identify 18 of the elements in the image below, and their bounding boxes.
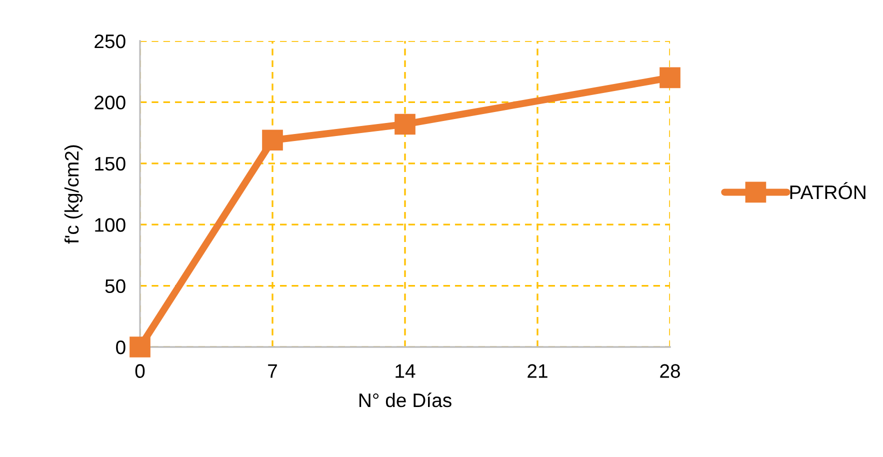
y-tick-label: 150 xyxy=(95,156,126,171)
y-axis-title: f'c (kg/cm2) xyxy=(64,145,83,244)
point xyxy=(394,114,416,135)
y-tick-label: 250 xyxy=(94,34,126,48)
x-tick-label: 0 xyxy=(135,364,145,378)
legend-label: PATRÓN xyxy=(790,182,866,200)
x-axis-title: N° de Días xyxy=(359,392,452,408)
x-tick-label: 28 xyxy=(660,364,680,378)
point xyxy=(130,336,150,358)
point xyxy=(262,130,283,151)
x-tick-label: 14 xyxy=(396,364,416,378)
x-tick-label: 7 xyxy=(268,364,277,378)
x-tick-label: 21 xyxy=(528,364,548,378)
point xyxy=(660,67,680,88)
y-tick-label: 100 xyxy=(95,218,126,232)
y-tick-label: 200 xyxy=(94,96,126,110)
y-tick-label: 0 xyxy=(116,340,126,354)
y-tick-label: 50 xyxy=(105,279,126,294)
